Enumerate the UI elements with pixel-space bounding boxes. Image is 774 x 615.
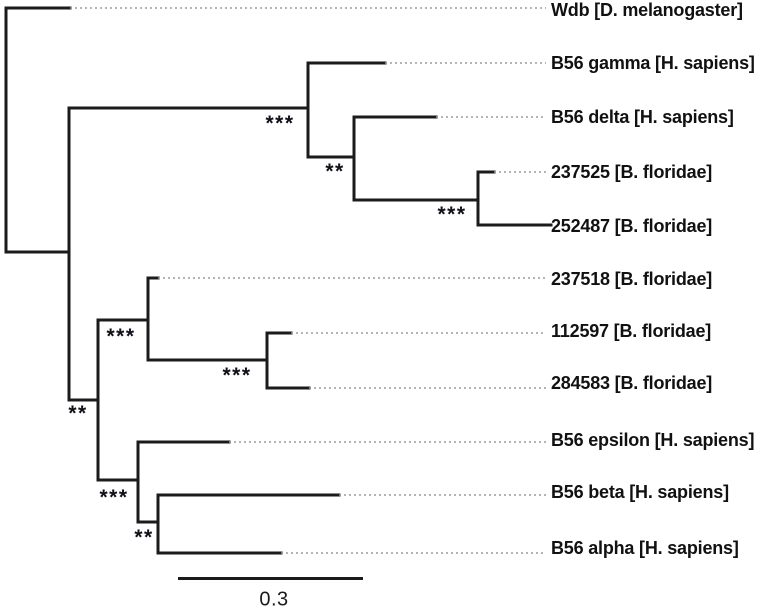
taxon-label: B56 gamma [H. sapiens] — [551, 53, 755, 74]
scale-bar — [178, 577, 363, 580]
taxon-label: 112597 [B. floridae] — [551, 321, 712, 342]
support-marker: *** — [106, 325, 136, 348]
taxon-label: 237518 [B. floridae] — [551, 269, 713, 290]
taxon-label: B56 delta [H. sapiens] — [551, 107, 734, 128]
taxon-label: 252487 [B. floridae] — [551, 216, 713, 237]
support-marker: *** — [265, 112, 295, 135]
support-marker: *** — [437, 203, 467, 226]
taxon-label: B56 beta [H. sapiens] — [551, 482, 729, 503]
taxon-label: B56 epsilon [H. sapiens] — [551, 430, 755, 451]
taxon-label: B56 alpha [H. sapiens] — [551, 538, 739, 559]
support-marker: ** — [325, 160, 345, 183]
support-marker: *** — [222, 364, 252, 387]
taxon-label: 284583 [B. floridae] — [551, 373, 713, 394]
support-marker: ** — [68, 402, 88, 425]
support-marker: *** — [99, 486, 129, 509]
support-marker: ** — [134, 526, 154, 549]
scale-bar-label: 0.3 — [259, 588, 289, 611]
taxon-label: Wdb [D. melanogaster] — [551, 0, 743, 21]
taxon-label: 237525 [B. floridae] — [551, 162, 713, 183]
